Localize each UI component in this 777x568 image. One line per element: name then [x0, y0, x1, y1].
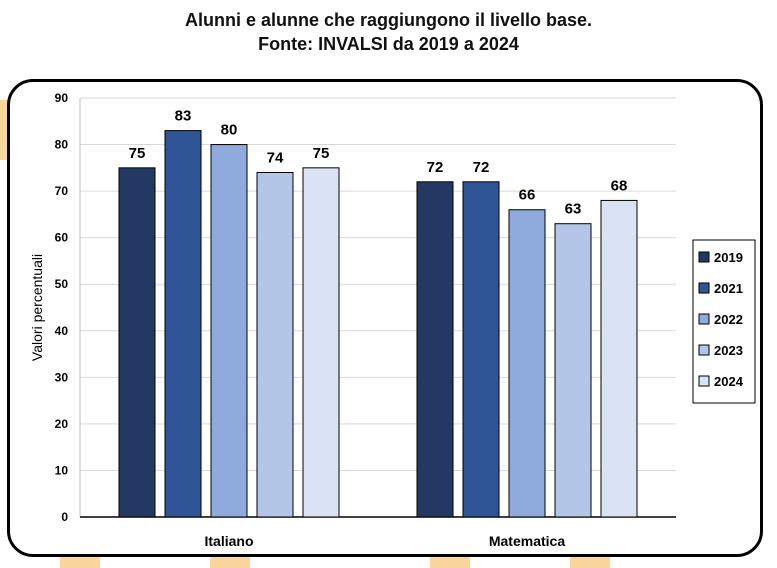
- y-tick-label: 10: [55, 463, 69, 477]
- decor-accent-bottom-4: [570, 556, 610, 568]
- bar: [302, 167, 340, 518]
- legend-swatch: [698, 251, 710, 263]
- decor-accent-bottom-2: [210, 556, 250, 568]
- y-tick-label: 20: [55, 417, 69, 431]
- bar: [118, 167, 156, 518]
- y-tick-label: 40: [55, 324, 69, 338]
- data-label: 68: [611, 177, 628, 194]
- chart-title-line1: Alunni e alunne che raggiungono il livel…: [184, 10, 593, 30]
- y-tick-label: 70: [55, 184, 69, 198]
- decor-accent-left: [0, 100, 8, 160]
- data-label: 75: [313, 145, 330, 162]
- legend-swatch: [698, 344, 710, 356]
- data-label: 83: [175, 108, 192, 125]
- y-tick-label: 0: [61, 510, 68, 524]
- data-label: 72: [473, 159, 490, 176]
- chart-title: Alunni e alunne che raggiungono il livel…: [0, 8, 777, 56]
- x-category-label: Italiano: [204, 533, 253, 549]
- y-axis-label: Valori percentuali: [29, 254, 45, 361]
- data-label: 75: [129, 145, 146, 162]
- x-category-label: Matematica: [489, 533, 565, 549]
- legend-swatch: [698, 375, 710, 387]
- y-tick-label: 60: [55, 231, 69, 245]
- bar: [416, 181, 454, 518]
- y-tick-label: 50: [55, 277, 69, 291]
- y-tick-label: 80: [55, 138, 69, 152]
- data-label: 72: [427, 159, 444, 176]
- legend-label: 2024: [714, 374, 744, 389]
- legend-label: 2023: [714, 343, 743, 358]
- bar: [600, 199, 638, 518]
- bar: [210, 144, 248, 518]
- legend-label: 2019: [714, 250, 743, 265]
- y-tick-label: 30: [55, 370, 69, 384]
- chart-title-line2: Fonte: INVALSI da 2019 a 2024: [258, 34, 519, 54]
- data-label: 80: [221, 122, 238, 139]
- bar: [554, 223, 592, 518]
- bar: [508, 209, 546, 518]
- decor-accent-bottom-1: [60, 556, 100, 568]
- data-label: 66: [519, 187, 536, 204]
- data-label: 63: [565, 201, 582, 218]
- legend-swatch: [698, 313, 710, 325]
- bar: [164, 130, 202, 518]
- legend-swatch: [698, 282, 710, 294]
- bar: [462, 181, 500, 518]
- data-label: 74: [267, 149, 284, 166]
- decor-accent-bottom-3: [430, 556, 470, 568]
- legend-label: 2022: [714, 312, 743, 327]
- y-tick-label: 90: [55, 91, 69, 105]
- legend-label: 2021: [714, 281, 743, 296]
- bar: [256, 171, 294, 518]
